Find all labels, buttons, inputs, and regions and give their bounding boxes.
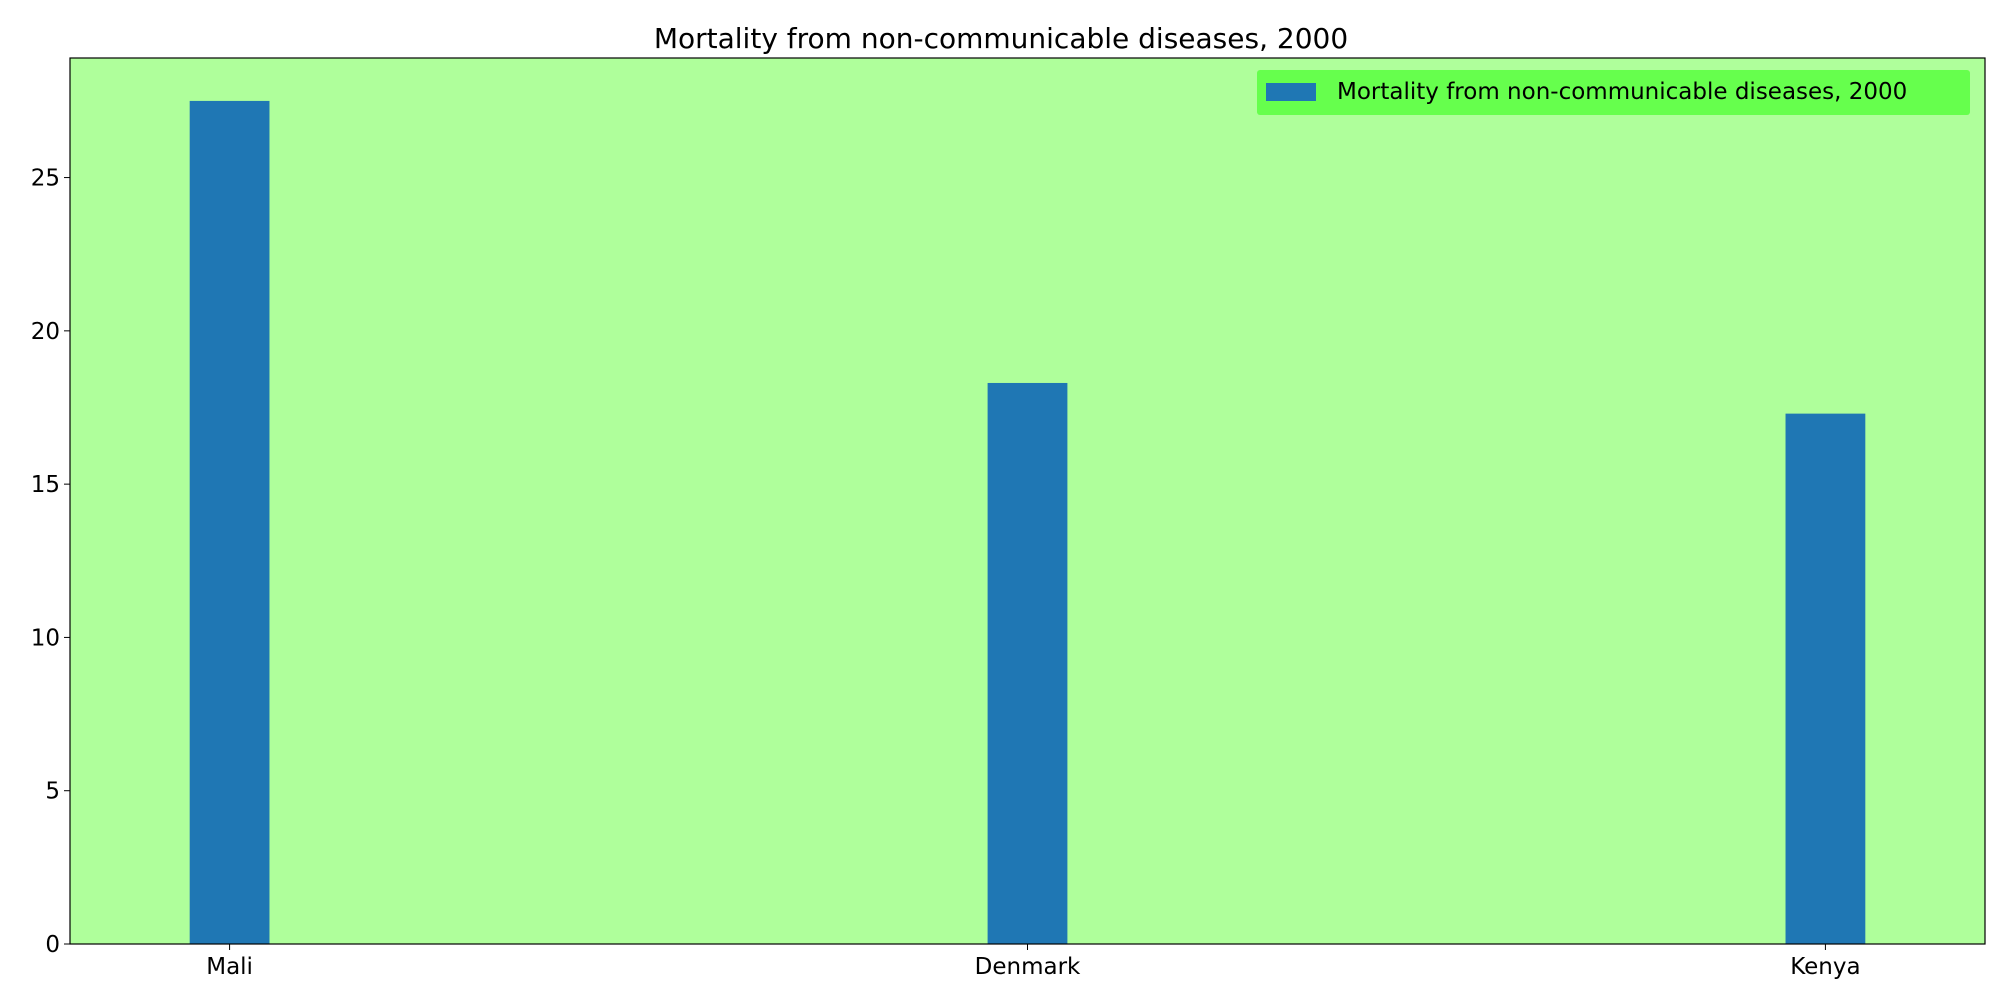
legend: Mortality from non-communicable diseases… [1257,70,1970,115]
legend-label: Mortality from non-communicable diseases… [1337,79,1907,105]
y-axis: 0 5 10 15 20 25 [31,166,70,958]
y-tick-label-20: 20 [31,319,60,345]
x-tick-label-mali: Mali [206,954,253,980]
y-tick-label-25: 25 [31,166,60,192]
x-tick-label-denmark: Denmark [975,954,1081,980]
y-tick-label-10: 10 [31,625,60,651]
x-axis: Mali Denmark Kenya [206,944,1861,980]
bar-mali [189,100,270,945]
bar-denmark [987,382,1068,944]
y-tick-label-15: 15 [31,472,60,498]
x-tick-label-kenya: Kenya [1790,954,1860,980]
bar-kenya [1785,413,1866,944]
y-tick-label-0: 0 [45,932,60,958]
y-tick-label-5: 5 [45,779,60,805]
legend-box [1257,70,1970,115]
chart-title: Mortality from non-communicable diseases… [654,22,1348,55]
bars-layer [189,100,1866,945]
legend-swatch [1266,83,1316,101]
